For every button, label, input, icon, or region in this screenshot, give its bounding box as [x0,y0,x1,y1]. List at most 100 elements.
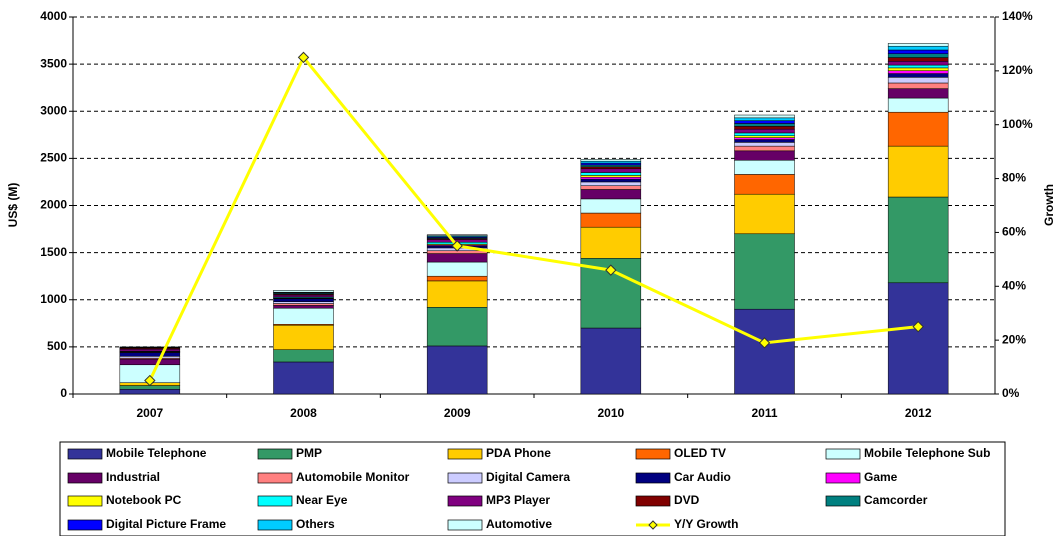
bar-segment [734,114,795,119]
bar-segment [734,145,795,152]
legend-label: Y/Y Growth [674,517,738,531]
bar-segment [119,389,181,395]
bar-segment [580,178,642,183]
legend-swatch [635,495,671,507]
legend-label: OLED TV [674,446,726,460]
legend-swatch [648,520,658,530]
bar-segment [580,189,642,200]
x-tick-label: 2011 [751,406,777,420]
bar-segment [580,168,642,173]
bar-segment [273,290,334,293]
legend-swatch [447,495,483,507]
bar-segment [734,160,795,175]
bar-segment [734,308,795,395]
bar-segment [580,166,642,169]
bar-segment [273,305,334,309]
bar-segment [580,226,642,259]
y-tick-label: 4000 [40,9,67,23]
bar-segment [119,356,181,359]
legend-label: PDA Phone [486,446,551,460]
legend-swatch [447,519,483,531]
bar-segment [426,261,488,277]
legend-swatch [257,472,293,484]
legend-swatch [635,448,671,460]
bar-segment [887,53,949,58]
bar-segment [887,61,949,66]
x-tick-label: 2012 [905,406,932,420]
bar-segment [734,233,795,310]
bar-segment [580,159,642,162]
line-marker [758,337,771,349]
y2-tick-label: 120% [1002,63,1033,77]
bar-segment [887,64,949,69]
bar-segment [580,185,642,190]
line-marker [144,374,156,387]
legend-swatch [825,472,861,484]
bar-segment [734,120,795,124]
legend-label: Industrial [106,470,160,484]
y-tick-label: 1500 [40,245,67,259]
y2-tick-label: 20% [1002,332,1026,346]
legend-swatch [825,448,861,460]
legend-label: Digital Camera [486,470,570,484]
bar-segment [734,174,795,195]
bar-segment [887,82,949,89]
bar-segment [273,307,334,325]
bar-segment [734,150,795,161]
y-axis-label: US$ (M) [6,183,20,228]
bar-segment [580,212,642,228]
line-marker [912,320,924,333]
legend-label: Others [296,517,335,531]
legend-label: PMP [296,446,322,460]
bar-segment [734,135,795,138]
legend-swatch [447,472,483,484]
x-tick-label: 2010 [597,406,624,420]
bar-segment [734,193,795,235]
y-tick-label: 0 [60,386,67,400]
bar-segment [887,73,949,78]
bar-segment [734,123,795,127]
legend-label: Car Audio [674,470,731,484]
bar-segment [887,45,949,51]
bar-segment [887,70,949,74]
bar-segment [273,303,334,306]
legend-swatch [67,495,103,507]
bar-segment [887,57,949,62]
legend-swatch [825,495,861,507]
y2-tick-label: 100% [1002,117,1033,131]
legend-swatch [635,472,671,484]
legend-label: Near Eye [296,493,348,507]
bar-segment [273,298,334,302]
line-marker [605,264,617,276]
bar-segment [887,196,949,284]
legend-label: Digital Picture Frame [106,517,226,531]
bar-segment [887,88,949,99]
legend-label: Camcorder [864,493,928,507]
bar-segment [273,324,334,350]
bar-segment [119,358,181,366]
legend-label: Notebook PC [106,493,182,507]
bar-segment [580,172,642,176]
bar-segment [887,43,949,47]
bar-segment [426,345,488,395]
bar-segment [273,349,334,363]
bar-segment [887,97,949,113]
y2-tick-label: 40% [1002,278,1026,292]
bar-segment [734,126,795,130]
y-tick-label: 3500 [40,56,67,70]
bar-segment [580,327,642,395]
legend-label: Game [864,470,898,484]
bar-segment [734,128,795,134]
line [148,54,919,382]
bar-segment [887,111,949,147]
legend-label: Automotive [486,517,552,531]
y-tick-label: 500 [47,339,67,353]
bar-segment [887,49,949,55]
y-tick-label: 2000 [40,198,67,212]
bar-segment [734,117,795,121]
line-marker [451,240,463,252]
legend-swatch [67,519,103,531]
legend-swatch [257,495,293,507]
bar-segment [887,67,949,71]
